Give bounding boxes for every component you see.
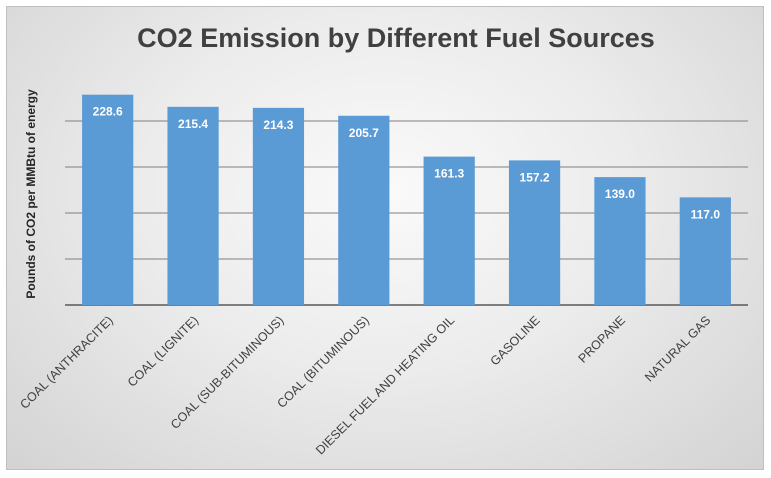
bar bbox=[167, 106, 219, 305]
chart-title: CO2 Emission by Different Fuel Sources bbox=[137, 23, 655, 53]
x-tick-label: GASOLINE bbox=[488, 313, 543, 368]
data-label: 117.0 bbox=[691, 207, 721, 221]
data-label: 214.3 bbox=[263, 118, 293, 132]
bar bbox=[338, 115, 390, 305]
bar bbox=[679, 197, 731, 305]
data-label: 215.4 bbox=[178, 117, 208, 131]
data-label: 161.3 bbox=[434, 167, 464, 181]
y-axis-label: Pounds of CO2 per MMBtu of energy bbox=[24, 89, 38, 299]
data-label: 205.7 bbox=[349, 126, 379, 140]
x-tick-label: COAL (ANTHRACITE) bbox=[17, 313, 115, 411]
x-tick-label: NATURAL GAS bbox=[642, 313, 713, 384]
bar bbox=[423, 156, 475, 305]
x-tick-labels: COAL (ANTHRACITE) COAL (LIGNITE)COAL (SUB… bbox=[17, 313, 713, 457]
data-labels: 228.6 215.4 214.3 205.7 161.3 157.2 139.0 117.0 bbox=[93, 105, 721, 222]
x-tick-label: COAL (LIGNITE) bbox=[125, 313, 201, 389]
bars bbox=[82, 94, 731, 306]
x-tick-label: COAL (BITUMINOUS) bbox=[274, 313, 371, 410]
data-label: 139.0 bbox=[605, 187, 635, 201]
bar bbox=[82, 94, 134, 305]
x-tick-label: PROPANE bbox=[576, 313, 628, 365]
bar bbox=[594, 177, 646, 305]
bar bbox=[508, 160, 561, 305]
data-label: 157.2 bbox=[520, 170, 550, 184]
bar bbox=[252, 107, 305, 306]
data-label: 228.6 bbox=[93, 105, 123, 119]
x-tick-label: DIESEL FUEL AND HEATING OIL bbox=[313, 313, 457, 457]
